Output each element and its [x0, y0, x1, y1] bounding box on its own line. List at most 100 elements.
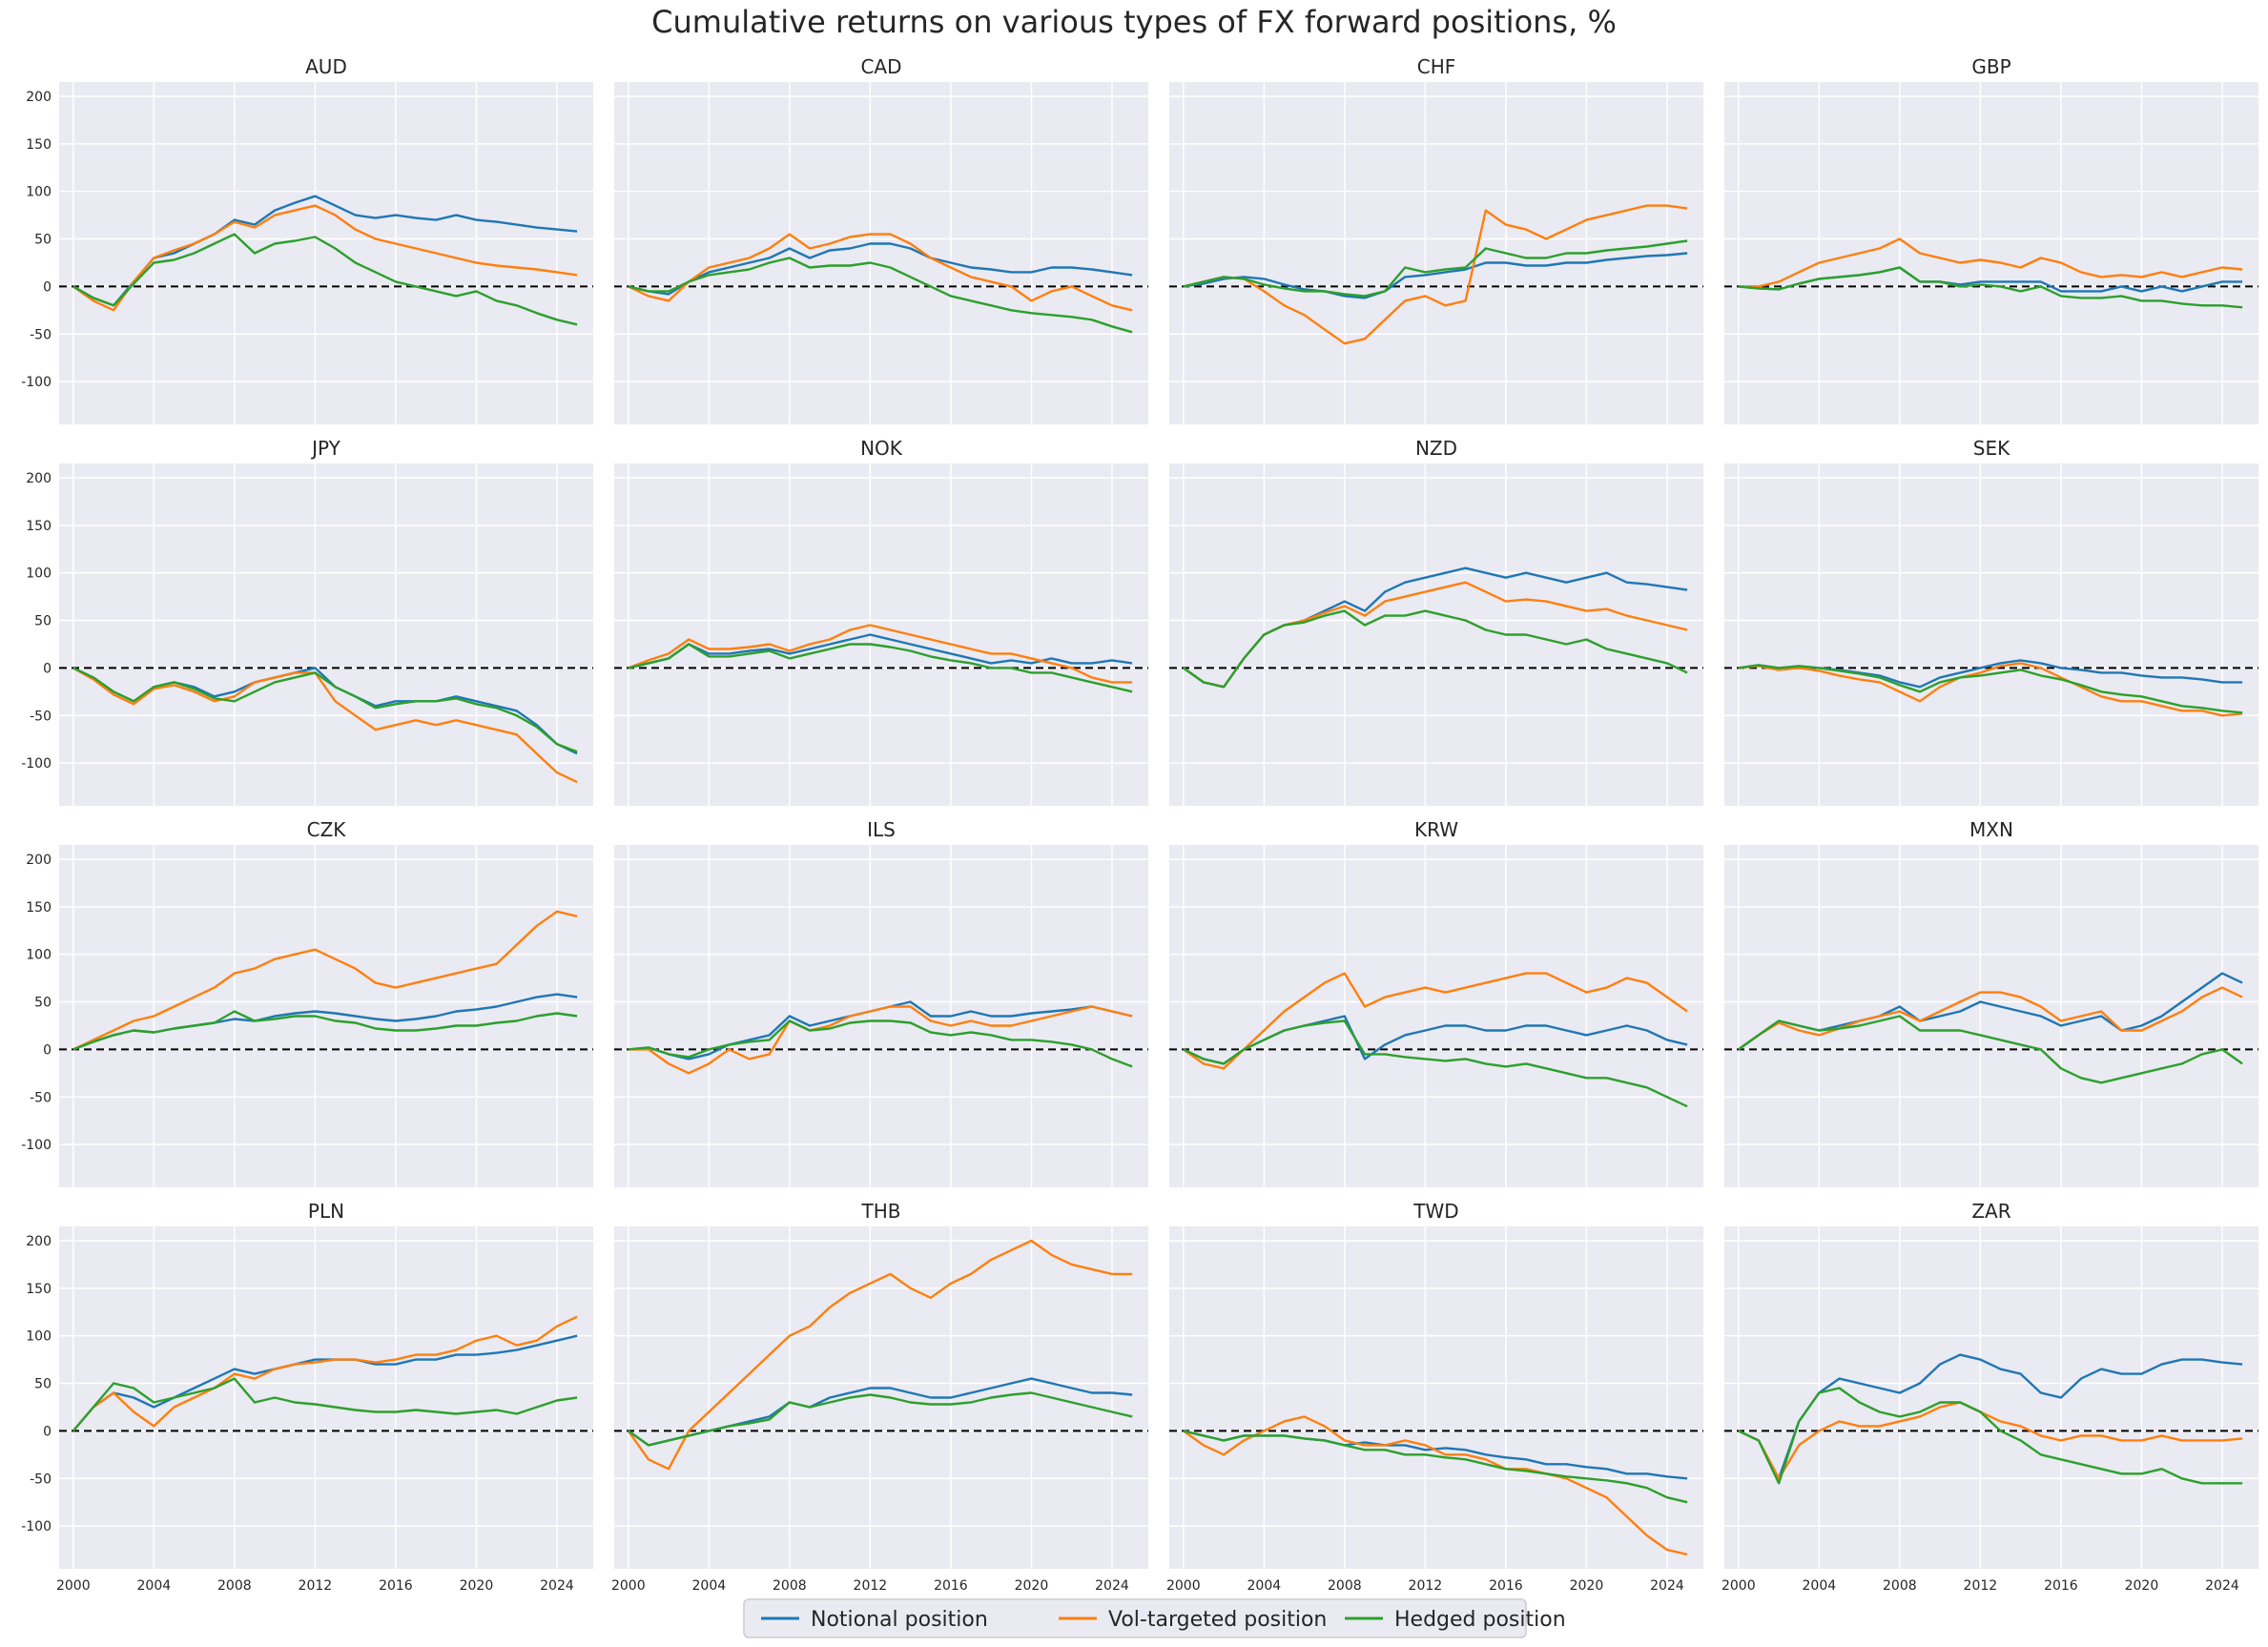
y-tick-label: 50 — [34, 614, 52, 629]
y-tick-label: 100 — [26, 185, 52, 200]
panel-title: MXN — [1969, 818, 2013, 841]
panel-jpy: JPY -100 -50 0 50 100 150 200 — [21, 437, 593, 806]
y-tick-label: -50 — [30, 709, 52, 724]
plot-background — [59, 463, 593, 806]
series-line-notional-position — [1183, 252, 1688, 299]
x-tick-label: 2012 — [854, 1578, 888, 1594]
series-line-vol-targeted-position — [627, 1239, 1133, 1471]
x-tick-label: 2008 — [1328, 1578, 1362, 1594]
plot-background — [59, 1226, 593, 1569]
panel-title: KRW — [1414, 818, 1458, 841]
series-line-vol-targeted-position — [1738, 237, 2243, 288]
plot-background — [1724, 463, 2258, 806]
x-tick-label: 2008 — [1883, 1578, 1917, 1594]
y-tick-label: 150 — [26, 1282, 52, 1297]
x-tick-label: 2008 — [773, 1578, 807, 1594]
x-tick-label: 2004 — [1247, 1578, 1282, 1594]
y-tick-label: 200 — [26, 90, 52, 105]
x-tick-label: 2012 — [299, 1578, 333, 1594]
series-line-hedged-position — [1738, 1015, 2243, 1084]
y-tick-label: 200 — [26, 471, 52, 486]
x-tick-label: 2004 — [692, 1578, 727, 1594]
plot-background — [1724, 845, 2258, 1187]
series-line-hedged-position — [1738, 266, 2243, 309]
x-tick-label: 2008 — [217, 1578, 252, 1594]
x-tick-label: 2000 — [1166, 1578, 1201, 1594]
y-tick-label: -50 — [30, 1472, 52, 1487]
panel-mxn: MXN — [1724, 818, 2258, 1187]
panel-title: AUD — [305, 55, 347, 78]
panel-title: TWD — [1412, 1200, 1458, 1223]
y-tick-label: 0 — [43, 1042, 52, 1058]
x-tick-label: 2024 — [2205, 1578, 2239, 1594]
x-tick-label: 2020 — [460, 1578, 494, 1594]
panel-title: ZAR — [1971, 1200, 2010, 1223]
series-line-hedged-position — [72, 1377, 578, 1432]
series-line-vol-targeted-position — [72, 667, 578, 784]
y-tick-label: 50 — [34, 996, 52, 1011]
panel-title: ILS — [867, 818, 896, 841]
y-tick-label: -50 — [30, 327, 52, 342]
series-line-hedged-position — [628, 1019, 1133, 1068]
series-line-vol-targeted-position — [1183, 972, 1688, 1070]
x-tick-label: 2016 — [934, 1578, 968, 1594]
panel-title: SEK — [1973, 437, 2010, 460]
y-tick-label: -100 — [21, 1138, 52, 1153]
plot-background — [1169, 82, 1703, 424]
y-tick-label: 200 — [26, 853, 52, 868]
series-line-hedged-position — [1738, 664, 2243, 714]
legend-label-hedged-position: Hedged position — [1394, 1608, 1566, 1632]
panel-nok: NOK — [614, 437, 1148, 806]
plot-background — [614, 1226, 1148, 1569]
series-line-vol-targeted-position — [72, 910, 578, 1051]
series-line-notional-position — [1738, 1353, 2243, 1480]
y-tick-label: -50 — [30, 1090, 52, 1105]
series-line-notional-position — [628, 242, 1133, 296]
series-line-hedged-position — [628, 257, 1133, 334]
x-tick-label: 2012 — [1964, 1578, 1998, 1594]
series-line-notional-position — [72, 1334, 578, 1432]
legend-frame — [743, 1598, 1527, 1638]
panel-title: THB — [861, 1200, 901, 1223]
x-tick-label: 2016 — [2044, 1578, 2078, 1594]
series-line-hedged-position — [72, 1010, 578, 1051]
x-tick-label: 2020 — [2125, 1578, 2159, 1594]
y-tick-label: 50 — [34, 233, 52, 248]
series-line-notional-position — [628, 633, 1133, 669]
y-tick-label: -100 — [21, 756, 52, 772]
plot-background — [614, 463, 1148, 806]
panel-zar: ZAR 2000 2004 2008 2012 2016 2020 2024 — [1722, 1200, 2258, 1594]
y-tick-label: -100 — [21, 1519, 52, 1534]
plot-background — [614, 82, 1148, 424]
x-tick-label: 2016 — [379, 1578, 413, 1594]
plot-background — [1724, 1226, 2258, 1569]
series-line-vol-targeted-position — [1738, 662, 2243, 717]
series-line-vol-targeted-position — [1738, 986, 2243, 1051]
panel-aud: AUD -100 -50 0 50 100 150 200 — [21, 55, 593, 424]
y-tick-label: 150 — [26, 137, 52, 153]
series-line-hedged-position — [1183, 1019, 1688, 1108]
series-line-vol-targeted-position — [1183, 204, 1688, 345]
y-tick-label: 100 — [26, 948, 52, 963]
y-tick-label: -100 — [21, 375, 52, 390]
series-line-hedged-position — [1738, 1387, 2243, 1485]
plot-background — [1169, 463, 1703, 806]
y-tick-label: 0 — [43, 661, 52, 676]
panel-title: GBP — [1971, 55, 2010, 78]
panel-title: NOK — [860, 437, 903, 460]
x-tick-label: 2020 — [1015, 1578, 1049, 1594]
panel-thb: THB 2000 2004 2008 2012 2016 2020 2024 — [611, 1200, 1148, 1594]
series-line-hedged-position — [628, 1391, 1133, 1447]
x-tick-label: 2024 — [1095, 1578, 1129, 1594]
y-tick-label: 150 — [26, 900, 52, 916]
x-tick-label: 2004 — [1803, 1578, 1837, 1594]
y-tick-label: 50 — [34, 1377, 52, 1392]
legend-label-notional-position: Notional position — [811, 1608, 988, 1632]
panel-cad: CAD — [614, 55, 1148, 424]
series-line-vol-targeted-position — [1738, 1401, 2243, 1480]
series-line-vol-targeted-position — [628, 624, 1133, 684]
x-tick-label: 2004 — [137, 1578, 172, 1594]
y-tick-label: 0 — [43, 1424, 52, 1439]
panel-title: CHF — [1417, 55, 1456, 78]
